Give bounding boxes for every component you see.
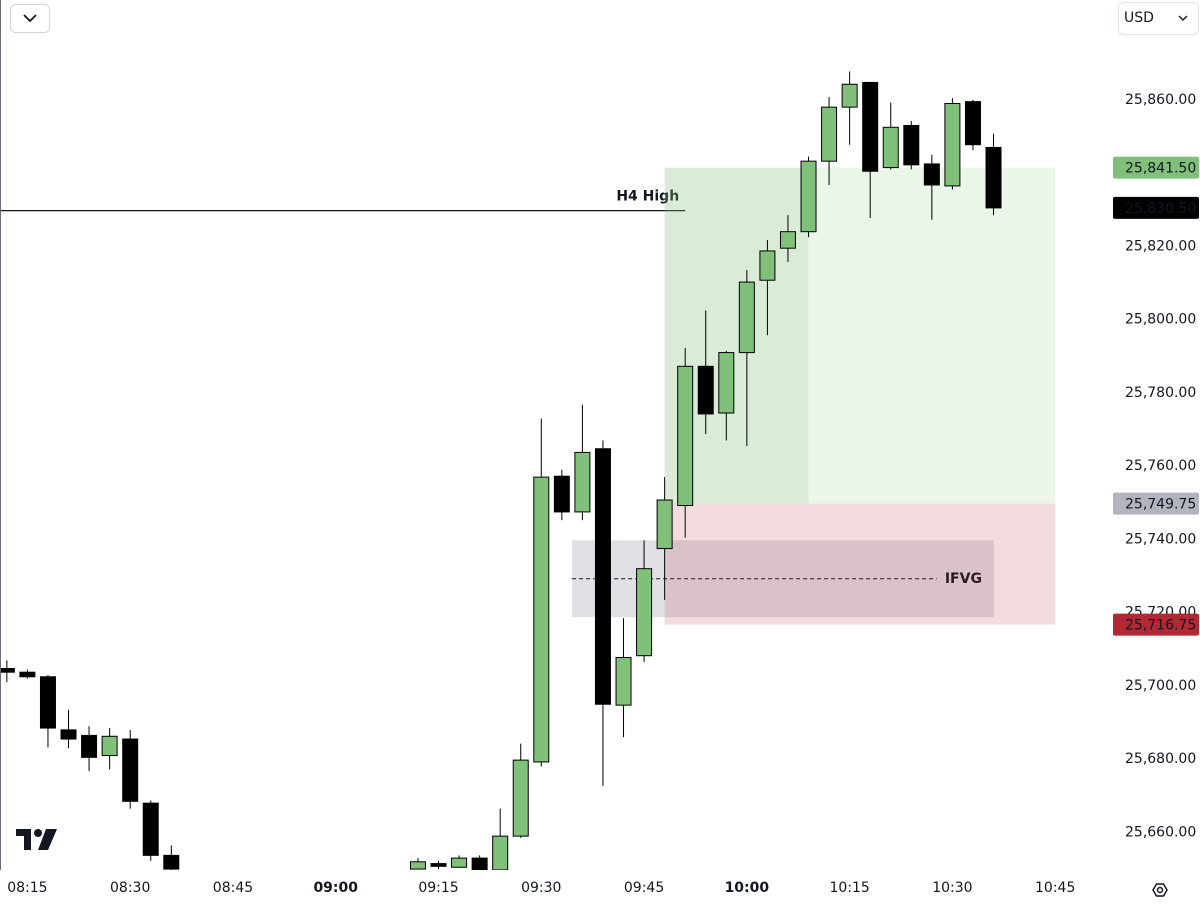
logo-part [16, 829, 31, 850]
price-tag-label: 25,841.50 [1125, 161, 1196, 177]
y-tick-label: 25,700.00 [1125, 678, 1196, 694]
y-tick-label: 25,660.00 [1125, 824, 1196, 840]
price-tag [1113, 492, 1199, 515]
price-tag [1113, 613, 1199, 636]
ifvg-label: IFVG [945, 571, 982, 587]
candle-body [800, 160, 817, 233]
candle-body [533, 476, 550, 763]
target-zone [664, 167, 1056, 504]
x-tick-label: 10:30 [932, 880, 972, 896]
candle-body [492, 835, 509, 870]
chevron-icon [1178, 15, 1188, 21]
candle-body [903, 124, 920, 166]
button-frame[interactable] [1118, 2, 1199, 35]
h4-high-label: H4 High [616, 189, 679, 205]
x-tick-label: 09:15 [418, 880, 458, 896]
candle-body [122, 738, 139, 802]
price-tag-label: 25,749.75 [1125, 497, 1196, 513]
button-frame[interactable] [10, 4, 50, 33]
logo-part [34, 829, 42, 837]
logo [16, 829, 57, 850]
candle-body [759, 250, 776, 281]
menu-button[interactable] [10, 4, 50, 33]
stop-zone [664, 503, 1056, 625]
y-tick-label: 25,860.00 [1125, 92, 1196, 108]
candle-body [163, 854, 180, 870]
candle-body [19, 671, 36, 678]
x-tick-label: 10:15 [829, 880, 869, 896]
currency-button[interactable]: USD [1118, 2, 1199, 35]
candle-body [821, 106, 838, 162]
x-tick-label: 08:45 [213, 880, 253, 896]
x-tick-label: 08:15 [7, 880, 47, 896]
logo-part [38, 829, 57, 850]
x-tick-label: 08:30 [110, 880, 150, 896]
candle-body [574, 451, 591, 513]
candle-body [718, 352, 735, 414]
price-tag [1113, 156, 1199, 179]
x-tick-label: 09:45 [624, 880, 664, 896]
candle-body [101, 735, 118, 757]
candle-body [779, 231, 796, 249]
candle-body [615, 657, 632, 706]
candle-body [985, 146, 1002, 209]
candle-body [882, 126, 899, 169]
price-tag-label: 25,830.50 [1125, 201, 1196, 217]
x-tick-label: 10:00 [725, 880, 770, 896]
settings-dot [1156, 886, 1164, 894]
settings-icon[interactable] [1152, 883, 1168, 897]
y-tick-label: 25,740.00 [1125, 531, 1196, 547]
candle-body [964, 101, 981, 146]
candle-body [81, 734, 98, 758]
candle-body [553, 475, 570, 513]
chevron-icon [23, 14, 37, 23]
settings-hexagon[interactable] [1152, 883, 1168, 897]
candle-body [430, 863, 447, 867]
candle-body [1, 668, 15, 673]
price-tag-label: 25,716.75 [1125, 618, 1196, 634]
candle-body [512, 759, 529, 837]
candle-body [594, 448, 611, 705]
candle-body [60, 729, 77, 740]
candle-body [697, 365, 714, 415]
candle-body [471, 857, 488, 870]
candle-body [656, 499, 673, 550]
candle-body [841, 83, 858, 108]
y-tick-label: 25,780.00 [1125, 385, 1196, 401]
candle-body [923, 163, 940, 186]
candle-body [39, 676, 56, 729]
candle-body [409, 861, 426, 870]
candle-body [451, 857, 468, 868]
y-tick-label: 25,680.00 [1125, 751, 1196, 767]
y-tick-label: 25,760.00 [1125, 458, 1196, 474]
x-tick-label: 09:30 [521, 880, 561, 896]
price-tag [1113, 196, 1199, 219]
candle-body [636, 568, 653, 657]
candle-body [738, 281, 755, 354]
candle-body [677, 365, 694, 507]
currency-label[interactable]: USD [1124, 10, 1154, 26]
candle-body [142, 802, 159, 856]
x-tick-label: 09:00 [313, 880, 358, 896]
candle-body [862, 81, 879, 172]
candle-body [944, 102, 961, 187]
y-tick-label: 25,800.00 [1125, 312, 1196, 328]
x-tick-label: 10:45 [1035, 880, 1075, 896]
y-tick-label: 25,820.00 [1125, 238, 1196, 254]
